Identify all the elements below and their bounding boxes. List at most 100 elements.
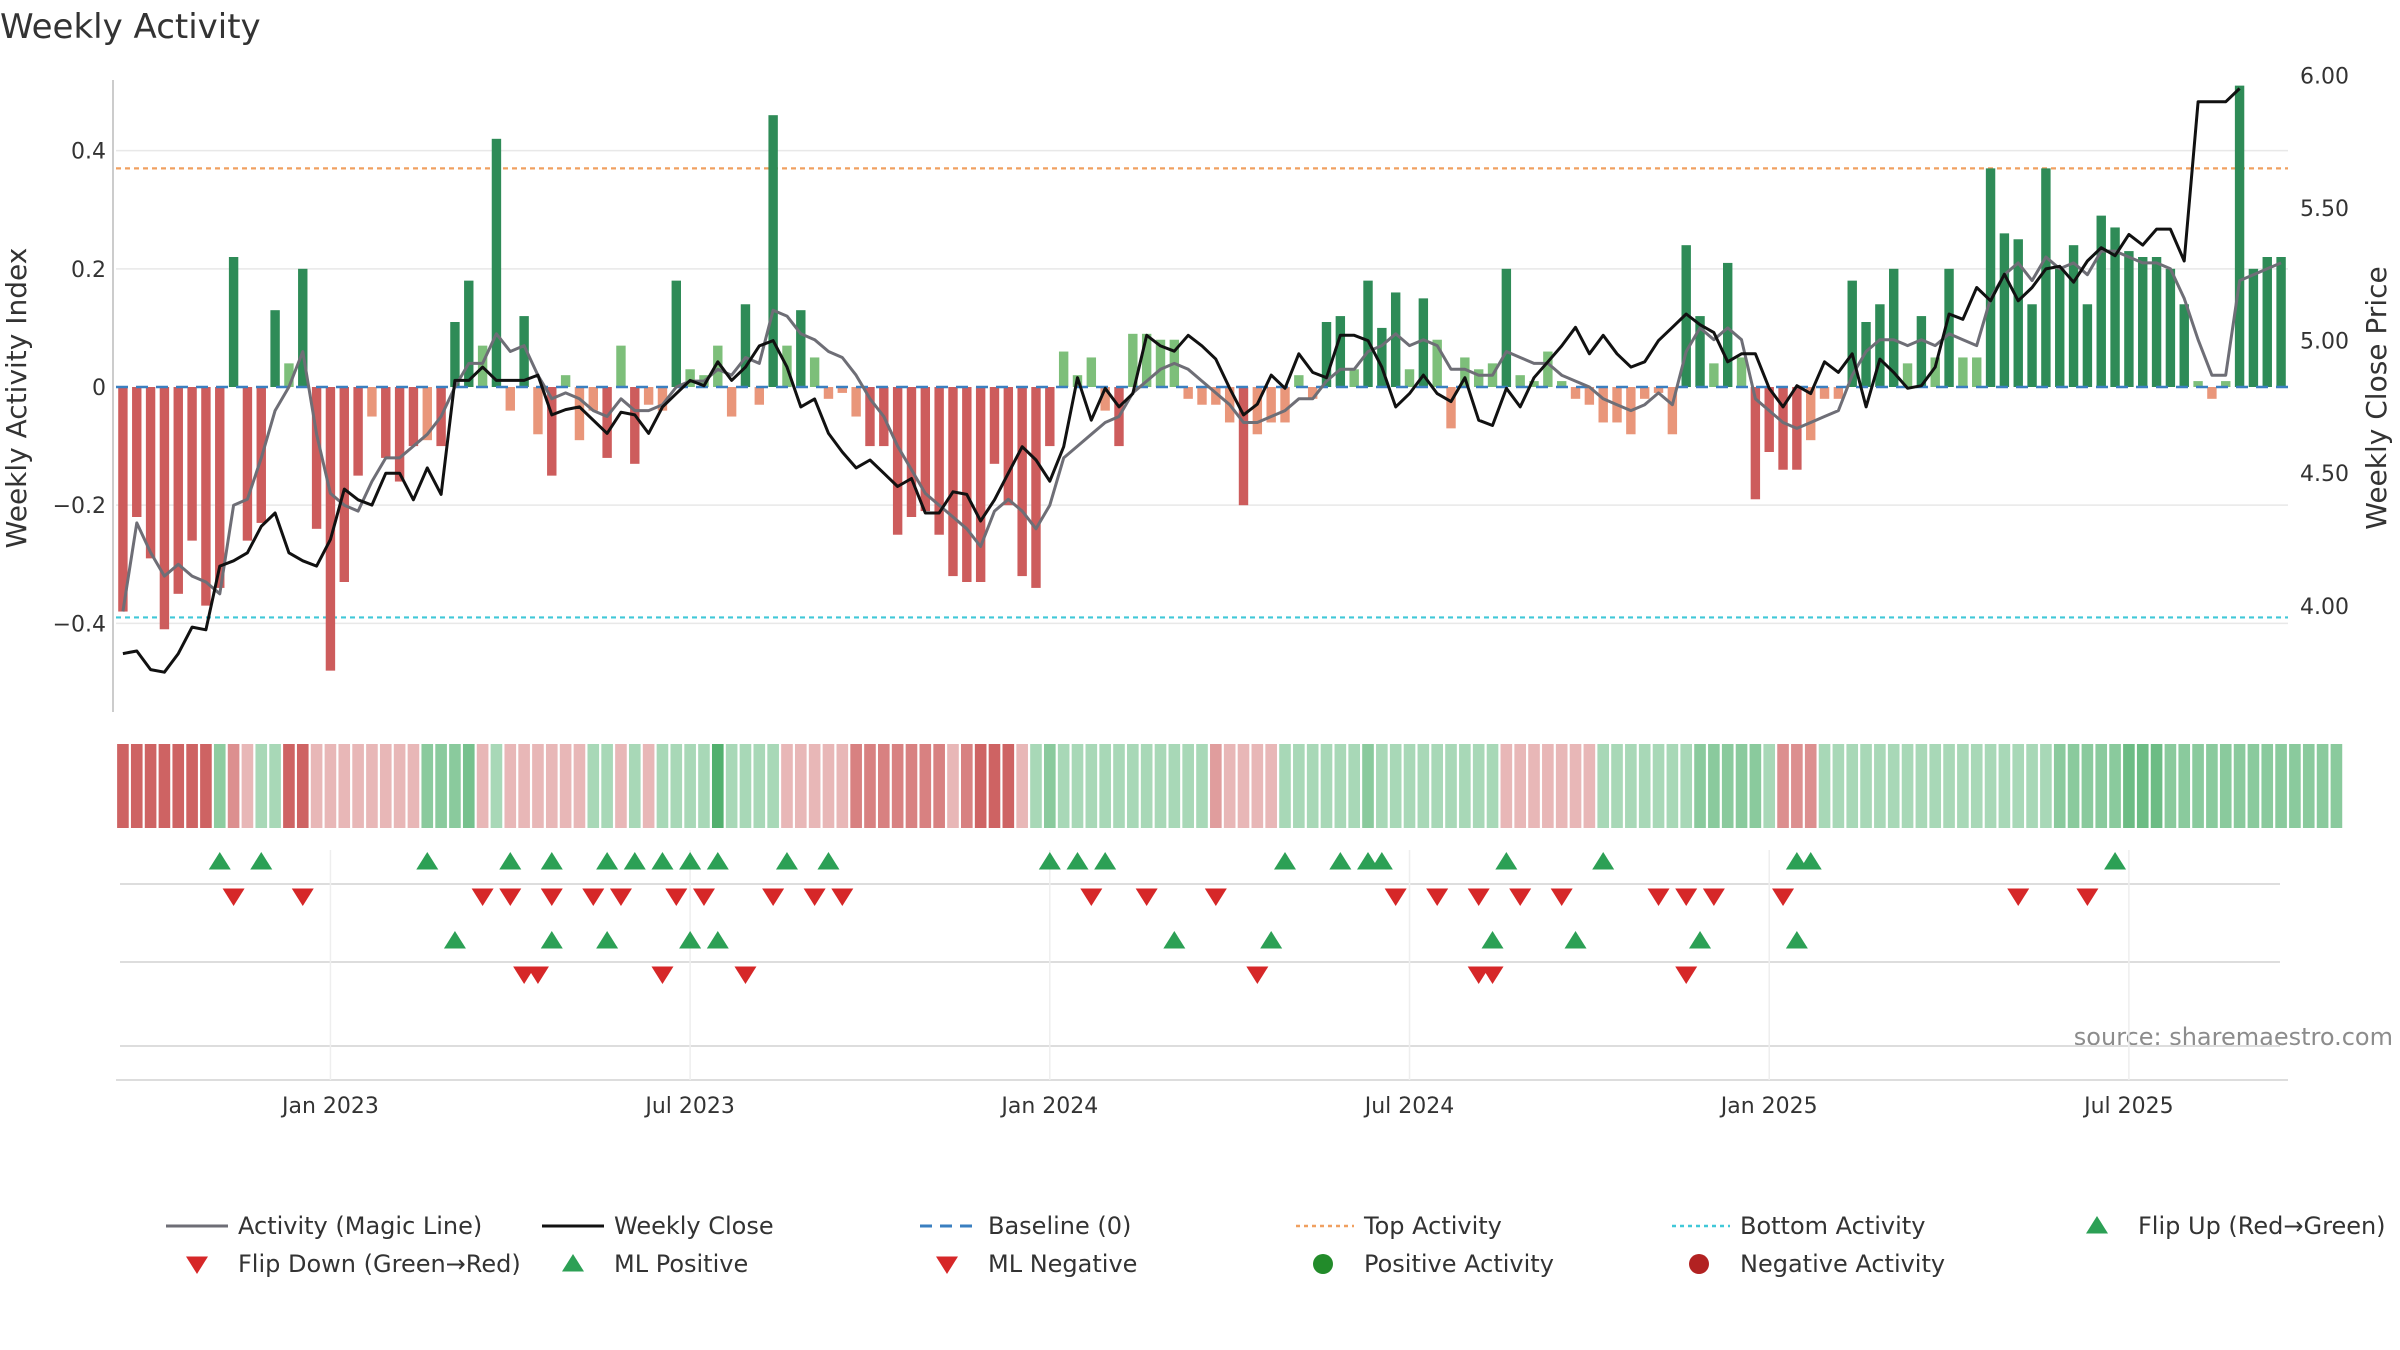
activity-bar	[1681, 245, 1691, 387]
activity-bar	[1045, 387, 1055, 447]
flip-up-marker	[596, 852, 619, 870]
activity-bar	[1266, 387, 1276, 423]
activity-strip-cell	[1528, 744, 1540, 828]
activity-strip-cell	[781, 744, 793, 828]
activity-bar	[1667, 387, 1678, 435]
activity-strip-cell	[1694, 744, 1706, 828]
activity-bar	[2207, 387, 2217, 399]
activity-strip-cell	[1555, 744, 1568, 828]
flip-down-marker	[1080, 888, 1103, 906]
activity-strip-cell	[1887, 744, 1900, 828]
activity-bar	[975, 387, 986, 582]
flip-up-marker	[1329, 852, 1352, 870]
activity-strip-cell	[1044, 744, 1056, 828]
flip-up-marker	[1094, 852, 1117, 870]
activity-strip-cell	[1583, 744, 1596, 828]
y-left-tick-label: 0.2	[71, 258, 106, 283]
activity-bar	[823, 387, 834, 399]
activity-bar	[1058, 351, 1069, 387]
activity-strip-cell	[1749, 744, 1762, 828]
activity-strip-cell	[1874, 744, 1886, 828]
activity-bar	[1598, 387, 1608, 423]
activity-strip-cell	[1846, 744, 1859, 828]
activity-strip-cell	[1196, 744, 1208, 828]
activity-strip-cell	[1154, 744, 1167, 828]
flip-up-marker	[623, 852, 646, 870]
activity-bar	[394, 387, 405, 482]
activity-strip-cell	[476, 744, 489, 828]
activity-bar	[1930, 357, 1940, 387]
activity-strip-cell	[822, 744, 835, 828]
flip-down-marker	[762, 888, 785, 906]
activity-bar	[1764, 387, 1774, 452]
ml-positive-marker	[540, 931, 563, 949]
flip-up-marker	[1038, 852, 1061, 870]
flip-down-marker	[803, 888, 826, 906]
activity-strip-cell	[2095, 744, 2108, 828]
activity-bar	[616, 345, 626, 387]
activity-bar	[547, 387, 557, 476]
activity-bar	[1183, 387, 1193, 399]
activity-strip-cell	[545, 744, 558, 828]
activity-strip-cell	[1182, 744, 1194, 828]
activity-bar	[2276, 257, 2286, 387]
y-axis-right-label: Weekly Close Price	[2360, 266, 2393, 529]
activity-bar	[2151, 257, 2162, 387]
legend-label: ML Negative	[988, 1250, 1137, 1278]
activity-strip-cell	[1777, 744, 1789, 828]
activity-bar	[1501, 268, 1512, 387]
activity-strip-cell	[1735, 744, 1748, 828]
activity-strip-cell	[1486, 744, 1499, 828]
activity-strip-cell	[1791, 744, 1803, 828]
activity-bar	[588, 387, 598, 411]
activity-strip-cell	[1140, 744, 1153, 828]
weekly-close-series	[122, 87, 2241, 674]
activity-strip-cell	[2136, 744, 2149, 828]
activity-strip-cell	[1127, 744, 1139, 828]
activity-strip-cell	[1293, 744, 1305, 828]
activity-strip-cell	[794, 744, 807, 828]
activity-strip-cell	[227, 744, 240, 828]
activity-strip-cell	[1763, 744, 1776, 828]
activity-bar	[1404, 369, 1415, 387]
activity-strip-cell	[2192, 744, 2204, 828]
legend-label: Flip Down (Green→Red)	[238, 1250, 521, 1278]
activity-bar	[1709, 363, 1719, 387]
ml-negative-marker	[1481, 966, 1504, 984]
activity-strip-cell	[283, 744, 295, 828]
flip-down-marker	[665, 888, 688, 906]
activity-strip-cell	[2026, 744, 2038, 828]
activity-strip-cell	[200, 744, 212, 828]
activity-bar	[408, 387, 419, 447]
activity-strip-cell	[158, 744, 171, 828]
flip-down-marker	[692, 888, 715, 906]
flip-up-marker	[817, 852, 840, 870]
activity-strip-cell	[296, 744, 309, 828]
flip-down-marker	[1426, 888, 1449, 906]
activity-strip-cell	[2275, 744, 2287, 828]
activity-strip-cell	[172, 744, 185, 828]
activity-strip-cell	[1915, 744, 1928, 828]
activity-bar	[1003, 387, 1014, 506]
activity-strip-cell	[421, 744, 434, 828]
flip-up-marker	[1785, 852, 1808, 870]
y-right-tick-label: 5.50	[2300, 197, 2349, 222]
activity-strip-cell	[269, 744, 281, 828]
legend-swatch	[2086, 1216, 2108, 1234]
activity-bar	[1377, 327, 1387, 387]
flip-up-marker	[1066, 852, 1089, 870]
activity-bar	[2041, 168, 2051, 387]
ml-positive-marker	[1564, 931, 1587, 949]
legend-label: ML Positive	[614, 1250, 748, 1278]
activity-strip-cell	[117, 744, 129, 828]
chart-title: Weekly Activity	[0, 7, 261, 47]
activity-bar	[1349, 369, 1359, 387]
activity-strip-cell	[1237, 744, 1250, 828]
x-tick-label: Jan 2023	[280, 1094, 379, 1119]
activity-strip-cell	[1998, 744, 2011, 828]
activity-bar	[2262, 257, 2272, 387]
activity-strip-cell	[2067, 744, 2080, 828]
activity-bar	[2055, 268, 2065, 387]
activity-strip-cell	[767, 744, 779, 828]
activity-bar	[1985, 168, 1996, 387]
